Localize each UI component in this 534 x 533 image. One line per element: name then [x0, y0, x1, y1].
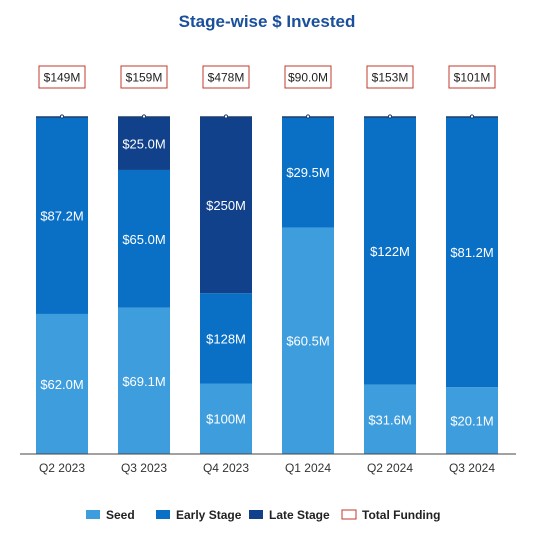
legend-label-early-stage: Early Stage: [176, 508, 242, 522]
data-label-seed-q2-2024: $31.6M: [368, 412, 411, 427]
total-label-q3-2023: $159M: [126, 71, 163, 85]
bar-early-stage-q4-2023: [200, 293, 252, 384]
x-axis-ticks: Q2 2023 Q3 2023 Q4 2023 Q1 2024 Q2 2024 Q3 20…: [39, 461, 495, 475]
x-tick-q3-2024: Q3 2024: [449, 461, 495, 475]
total-label-q2-2024: $153M: [372, 71, 409, 85]
total-box-q2-2023: [38, 65, 86, 89]
legend-label-late-stage: Late Stage: [269, 508, 330, 522]
data-label-seed-q1-2024: $60.5M: [286, 334, 329, 349]
total-label-q3-2024: $101M: [454, 71, 491, 85]
total-marker-q3-2024: [469, 114, 475, 119]
total-box-q3-2023: [120, 65, 168, 89]
total-marker-q3-2023: [141, 114, 147, 119]
bar-seed-q3-2023: [118, 307, 170, 454]
x-tick-q2-2023: Q2 2023: [39, 461, 85, 475]
bar-early-stage-q1-2024: [282, 117, 334, 228]
bar-seed-q4-2023: [200, 383, 252, 454]
total-label-q2-2023: $149M: [44, 71, 81, 85]
total-funding-row: $149M $159M $478M $90.0M $153M $101M: [38, 65, 496, 89]
total-box-q2-2024: [366, 65, 414, 89]
legend: Seed Early Stage Late Stage Total Funding: [86, 508, 440, 522]
data-label-late-stage-q4-2023: $250M: [206, 198, 246, 213]
total-label-q1-2024: $90.0M: [288, 71, 328, 85]
x-tick-q2-2024: Q2 2024: [367, 461, 413, 475]
bar-early-stage-q3-2024: [446, 117, 498, 388]
data-label-early-stage-q3-2024: $81.2M: [450, 245, 493, 260]
legend-label-seed: Seed: [106, 508, 135, 522]
data-label-late-stage-q3-2023: $25.0M: [122, 136, 165, 151]
legend-label-total-funding: Total Funding: [362, 508, 440, 522]
data-label-early-stage-q2-2023: $87.2M: [40, 208, 83, 223]
data-label-seed-q2-2023: $62.0M: [40, 377, 83, 392]
data-label-seed-q3-2023: $69.1M: [122, 374, 165, 389]
bar-late-stage-q3-2023: [118, 117, 170, 170]
data-label-early-stage-q3-2023: $65.0M: [122, 232, 165, 247]
stacked-bars: $62.0M $87.2M $69.1M $65.0M $25.0M $100M $128M…: [36, 114, 498, 454]
total-box-q4-2023: [202, 65, 250, 89]
total-marker-q2-2024: [387, 114, 393, 119]
data-label-seed-q4-2023: $100M: [206, 412, 246, 427]
total-marker-q2-2023: [59, 114, 65, 119]
x-tick-q1-2024: Q1 2024: [285, 461, 331, 475]
bar-seed-q3-2024: [446, 387, 498, 454]
chart-title: Stage-wise $ Invested: [179, 12, 356, 31]
x-tick-q3-2023: Q3 2023: [121, 461, 167, 475]
total-marker-q1-2024: [305, 114, 311, 119]
legend-swatch-total-funding: [341, 509, 357, 520]
bar-seed-q2-2024: [364, 384, 416, 454]
bar-seed-q2-2023: [36, 313, 88, 454]
bar-early-stage-q3-2023: [118, 169, 170, 308]
total-marker-q4-2023: [223, 114, 229, 119]
data-label-early-stage-q2-2024: $122M: [370, 244, 410, 259]
legend-swatch-late-stage: [249, 510, 263, 519]
bar-early-stage-q2-2024: [364, 117, 416, 385]
legend-swatch-early-stage: [156, 510, 170, 519]
x-tick-q4-2023: Q4 2023: [203, 461, 249, 475]
legend-swatch-seed: [86, 510, 100, 519]
total-label-q4-2023: $478M: [208, 71, 245, 85]
data-label-early-stage-q1-2024: $29.5M: [286, 165, 329, 180]
bar-early-stage-q2-2023: [36, 117, 88, 314]
bar-seed-q1-2024: [282, 227, 334, 454]
data-label-early-stage-q4-2023: $128M: [206, 331, 246, 346]
bar-late-stage-q4-2023: [200, 117, 252, 294]
data-label-seed-q3-2024: $20.1M: [450, 414, 493, 429]
total-box-q3-2024: [448, 65, 496, 89]
total-box-q1-2024: [284, 65, 332, 89]
